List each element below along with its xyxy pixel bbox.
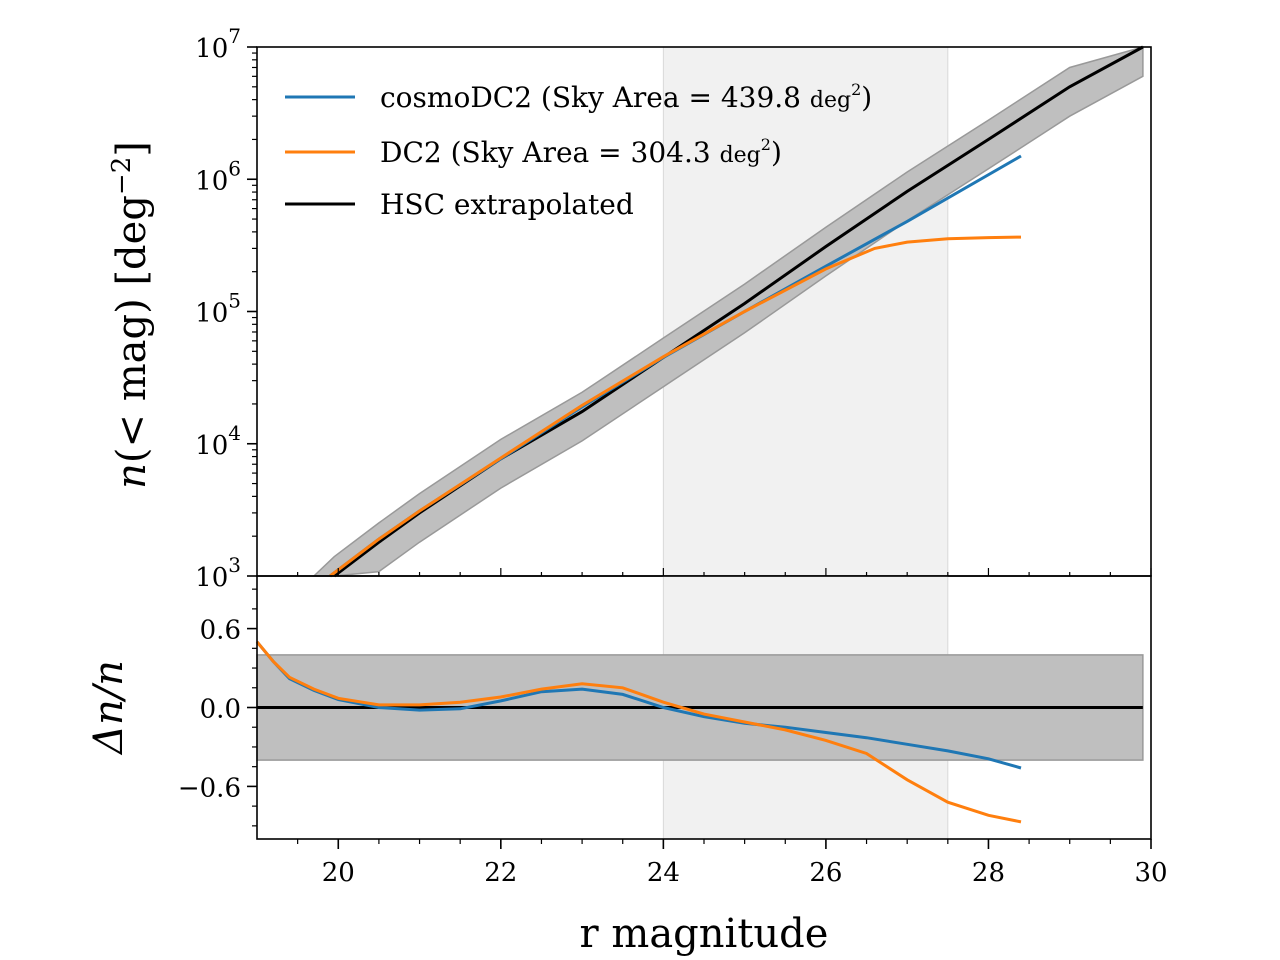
- top-y-tick-base: 10: [195, 166, 228, 196]
- top-y-tick-base: 10: [195, 34, 228, 64]
- legend-label-dc2-close: ): [771, 136, 782, 169]
- legend-label-cosmodc2-exp: 2: [851, 80, 861, 99]
- x-tick-label: 28: [972, 858, 1005, 888]
- top-y-tick-exp: 4: [228, 421, 241, 445]
- x-tick-labels: 20 22 24 26 28 30: [322, 858, 1168, 888]
- bottom-y-tick-label: 0.0: [200, 695, 241, 725]
- dc2-line-top: [329, 235, 1022, 578]
- top-y-tick-base: 10: [195, 431, 228, 461]
- top-y-axis-title-mid: (< mag) [deg: [109, 195, 155, 463]
- x-axis-title: r magnitude: [580, 911, 829, 957]
- x-tick-label: 30: [1134, 858, 1167, 888]
- top-y-tick-label: 103: [195, 553, 241, 593]
- top-y-tick-label: 104: [195, 421, 241, 461]
- top-y-axis-title-close: ]: [109, 141, 155, 157]
- top-y-tick-label: 107: [195, 24, 241, 64]
- x-tick-label: 22: [484, 858, 517, 888]
- bottom-y-tick-label: −0.6: [178, 773, 241, 803]
- top-y-tick-label: 106: [195, 156, 241, 196]
- top-y-axis-title-exp: −2: [107, 157, 137, 195]
- top-y-tick-exp: 5: [228, 289, 241, 313]
- bottom-x-ticks: [297, 839, 1152, 849]
- hsc-extrapolated-line: [333, 45, 1144, 578]
- legend-label-dc2: DC2 (Sky Area = 304.3 deg2): [380, 135, 782, 169]
- bottom-y-tick-label: 0.6: [200, 616, 241, 646]
- top-y-axis-title-n: n: [109, 463, 155, 489]
- dc2-line-residual: [255, 640, 1022, 824]
- legend-label-hsc: HSC extrapolated: [380, 188, 634, 221]
- legend-label-cosmodc2-unit: deg: [810, 88, 851, 113]
- legend-label-dc2-unit: deg: [720, 143, 761, 168]
- legend-label-cosmodc2-close: ): [861, 81, 872, 114]
- x-tick-label: 24: [647, 858, 680, 888]
- legend-label-cosmodc2: cosmoDC2 (Sky Area = 439.8 deg2): [380, 80, 872, 114]
- top-y-tick-exp: 3: [228, 553, 241, 577]
- top-y-tick-base: 10: [195, 563, 228, 593]
- legend-label-cosmodc2-text: cosmoDC2 (Sky Area = 439.8: [380, 81, 810, 114]
- top-y-ticks: [247, 46, 257, 577]
- bottom-y-ticks: [247, 588, 257, 827]
- x-tick-label: 20: [322, 858, 355, 888]
- top-y-tick-exp: 6: [228, 156, 241, 180]
- top-y-tick-base: 10: [195, 299, 228, 329]
- legend: cosmoDC2 (Sky Area = 439.8 deg2) DC2 (Sk…: [285, 80, 872, 221]
- bottom-y-axis-title: Δn/n: [86, 660, 132, 756]
- top-y-axis-title: n(< mag) [deg−2]: [107, 141, 155, 489]
- top-y-tick-exp: 7: [228, 24, 241, 48]
- legend-label-dc2-text: DC2 (Sky Area = 304.3: [380, 136, 720, 169]
- bottom-y-tick-labels: −0.6 0.0 0.6: [178, 616, 241, 804]
- x-tick-label: 26: [809, 858, 842, 888]
- bottom-panel: −0.6 0.0 0.6 20 22 24 26 28 30 Δn/n r magnitude: [86, 575, 1168, 957]
- top-x-ticks: [297, 568, 1152, 576]
- legend-label-dc2-exp: 2: [761, 135, 771, 154]
- top-y-tick-label: 105: [195, 289, 241, 329]
